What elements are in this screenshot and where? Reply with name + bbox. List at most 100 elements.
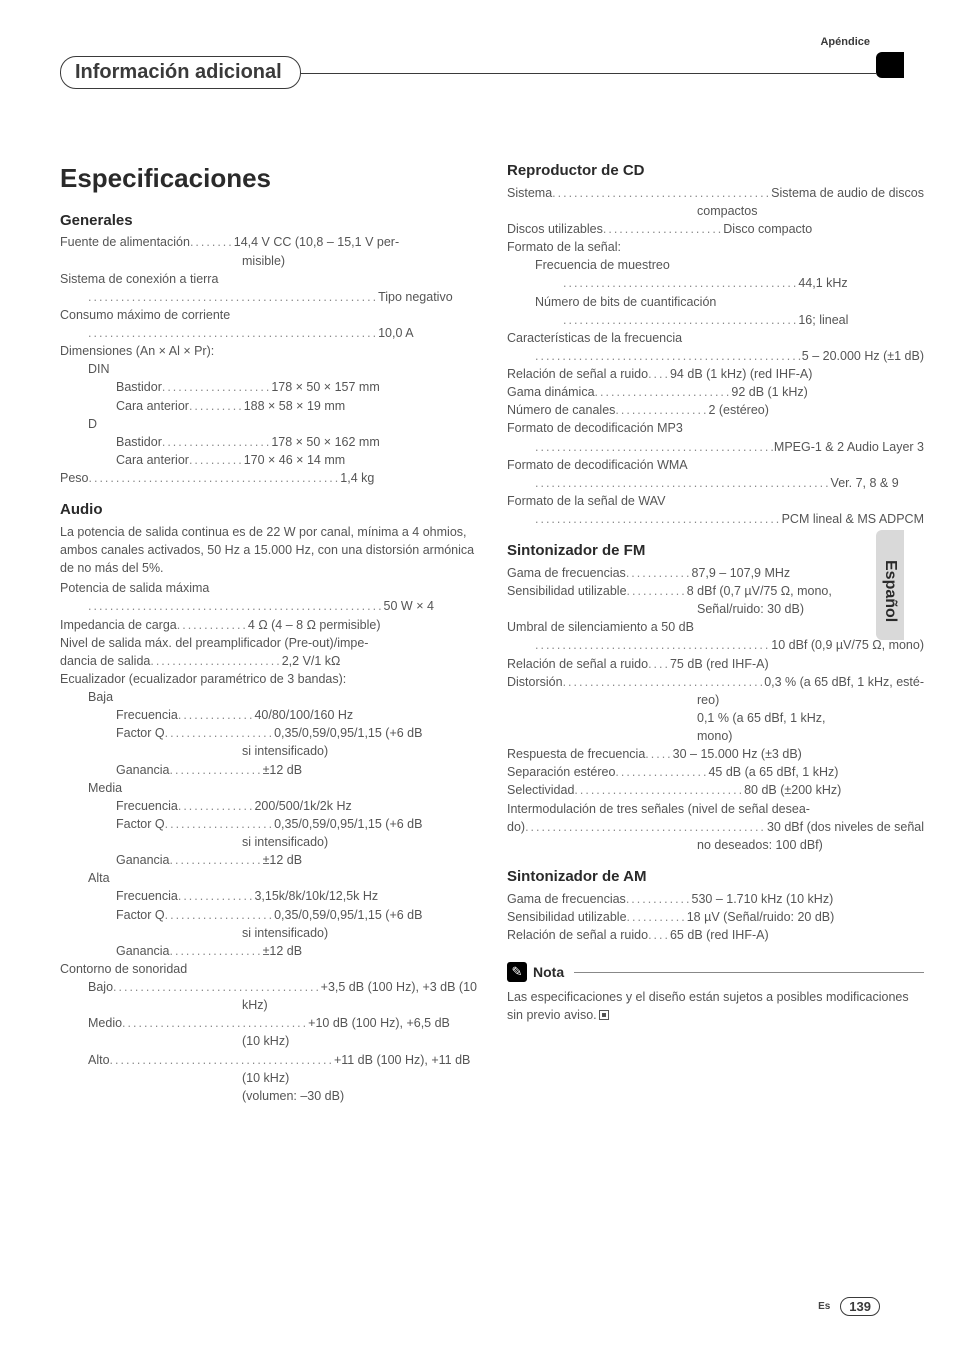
spec-cont: si intensificado): [60, 924, 477, 942]
spec-row: Características de la frecuencia: [507, 329, 924, 347]
spec-cont: si intensificado): [60, 833, 477, 851]
spec-row: Formato de decodificación MP3: [507, 419, 924, 437]
spec-row: Ecualizador (ecualizador paramétrico de …: [60, 670, 477, 688]
section-title: Información adicional: [60, 56, 301, 89]
pencil-icon: ✎: [507, 962, 527, 982]
title-wrap: Información adicional: [60, 56, 301, 89]
spec-row: Factor Q .................... 0,35/0,59/…: [60, 815, 477, 833]
spec-row: Separación estéreo ................. 45 …: [507, 763, 924, 781]
spec-row: do) ....................................…: [507, 818, 924, 836]
spec-cont: (10 kHz): [60, 1069, 477, 1087]
appendix-label: Apéndice: [820, 36, 870, 48]
audio-para: La potencia de salida continua es de 22 …: [60, 523, 477, 577]
spec-row: Potencia de salida máxima: [60, 579, 477, 597]
left-column: Especificaciones Generales Fuente de ali…: [60, 160, 477, 1105]
spec-row: Intermodulación de tres señales (nivel d…: [507, 800, 924, 818]
spec-row: Baja: [60, 688, 477, 706]
am-heading: Sintonizador de AM: [507, 866, 924, 888]
spec-row: Peso ...................................…: [60, 469, 477, 487]
spec-row: ........................................…: [507, 636, 924, 654]
spec-row: Cara anterior .......... 188 × 58 × 19 m…: [60, 397, 477, 415]
spec-row: Ganancia ................. ±12 dB: [60, 761, 477, 779]
header-tab: [876, 52, 904, 78]
spec-row: Alta: [60, 869, 477, 887]
spec-row: Fuente de alimentación ........ 14,4 V C…: [60, 233, 477, 251]
spec-row: ........................................…: [507, 474, 924, 492]
spec-cont: (10 kHz): [60, 1032, 477, 1050]
spec-row: Ganancia ................. ±12 dB: [60, 942, 477, 960]
spec-cont: no deseados: 100 dBf): [507, 836, 924, 854]
page-header: Apéndice Información adicional: [0, 0, 954, 100]
spec-row: ........................................…: [507, 347, 924, 365]
spec-row: Número de bits de cuantificación: [507, 293, 924, 311]
spec-row: Frecuencia .............. 200/500/1k/2k …: [60, 797, 477, 815]
cd-heading: Reproductor de CD: [507, 160, 924, 182]
spec-row: Contorno de sonoridad: [60, 960, 477, 978]
spec-row: Sensibilidad utilizable ........... 8 dB…: [507, 582, 924, 600]
nota-text: Las especificaciones y el diseño están s…: [507, 988, 924, 1024]
spec-row: ........................................…: [507, 274, 924, 292]
spec-row: ........................................…: [507, 438, 924, 456]
end-marker-icon: [599, 1010, 609, 1020]
spec-row: Ganancia ................. ±12 dB: [60, 851, 477, 869]
spec-cont: reo): [507, 691, 924, 709]
spec-row: Formato de la señal:: [507, 238, 924, 256]
spec-row: Medio ..................................…: [60, 1014, 477, 1032]
audio-heading: Audio: [60, 499, 477, 521]
spec-row: ........................................…: [60, 288, 477, 306]
spec-row: DIN: [60, 360, 477, 378]
spec-row: Formato de decodificación WMA: [507, 456, 924, 474]
spec-row: Discos utilizables .....................…: [507, 220, 924, 238]
spec-row: Respuesta de frecuencia ..... 30 – 15.00…: [507, 745, 924, 763]
spec-row: Consumo máximo de corriente: [60, 306, 477, 324]
spec-row: Dimensiones (An × Al × Pr):: [60, 342, 477, 360]
spec-row: Media: [60, 779, 477, 797]
content-columns: Especificaciones Generales Fuente de ali…: [0, 100, 954, 1105]
spec-cont: mono): [507, 727, 924, 745]
spec-row: Impedancia de carga ............. 4 Ω (4…: [60, 616, 477, 634]
spec-row: Frecuencia .............. 40/80/100/160 …: [60, 706, 477, 724]
spec-cont: compactos: [507, 202, 924, 220]
generales-heading: Generales: [60, 210, 477, 232]
spec-row: Factor Q .................... 0,35/0,59/…: [60, 724, 477, 742]
spec-row: Nivel de salida máx. del preamplificador…: [60, 634, 477, 652]
spec-row: Frecuencia de muestreo: [507, 256, 924, 274]
nota-rule: [574, 972, 924, 973]
spec-row: ........................................…: [60, 597, 477, 615]
spec-row: Factor Q .................... 0,35/0,59/…: [60, 906, 477, 924]
spec-row: Gama de frecuencias ............ 87,9 – …: [507, 564, 924, 582]
footer-lang: Es: [818, 1301, 830, 1312]
spec-cont: misible): [60, 252, 477, 270]
spec-row: Selectividad ...........................…: [507, 781, 924, 799]
spec-cont: (volumen: –30 dB): [60, 1087, 477, 1105]
fm-heading: Sintonizador de FM: [507, 540, 924, 562]
spec-row: Relación de señal a ruido .... 65 dB (re…: [507, 926, 924, 944]
spec-row: Relación de señal a ruido .... 94 dB (1 …: [507, 365, 924, 383]
spec-row: Número de canales ................. 2 (e…: [507, 401, 924, 419]
spec-row: Bastidor .................... 178 × 50 ×…: [60, 378, 477, 396]
spec-row: Alto ...................................…: [60, 1051, 477, 1069]
nota-header: ✎ Nota: [507, 962, 924, 982]
spec-row: Relación de señal a ruido .... 75 dB (re…: [507, 655, 924, 673]
page-number: 139: [840, 1297, 880, 1316]
main-heading: Especificaciones: [60, 160, 477, 198]
spec-row: dancia de salida .......................…: [60, 652, 477, 670]
spec-row: Sensibilidad utilizable ........... 18 µ…: [507, 908, 924, 926]
spec-row: ........................................…: [60, 324, 477, 342]
spec-row: Umbral de silenciamiento a 50 dB: [507, 618, 924, 636]
spec-row: Gama dinámica ......................... …: [507, 383, 924, 401]
spec-row: Sistema de conexión a tierra: [60, 270, 477, 288]
spec-row: Gama de frecuencias ............ 530 – 1…: [507, 890, 924, 908]
spec-row: D: [60, 415, 477, 433]
nota-label: Nota: [533, 962, 564, 982]
right-column: Reproductor de CD Sistema ..............…: [507, 160, 924, 1105]
page-footer: Es 139: [818, 1297, 880, 1316]
spec-row: Frecuencia .............. 3,15k/8k/10k/1…: [60, 887, 477, 905]
spec-row: Cara anterior .......... 170 × 46 × 14 m…: [60, 451, 477, 469]
spec-cont: 0,1 % (a 65 dBf, 1 kHz,: [507, 709, 924, 727]
spec-row: Distorsión .............................…: [507, 673, 924, 691]
spec-cont: si intensificado): [60, 742, 477, 760]
spec-cont: Señal/ruido: 30 dB): [507, 600, 924, 618]
spec-row: ........................................…: [507, 510, 924, 528]
spec-row: Bastidor .................... 178 × 50 ×…: [60, 433, 477, 451]
